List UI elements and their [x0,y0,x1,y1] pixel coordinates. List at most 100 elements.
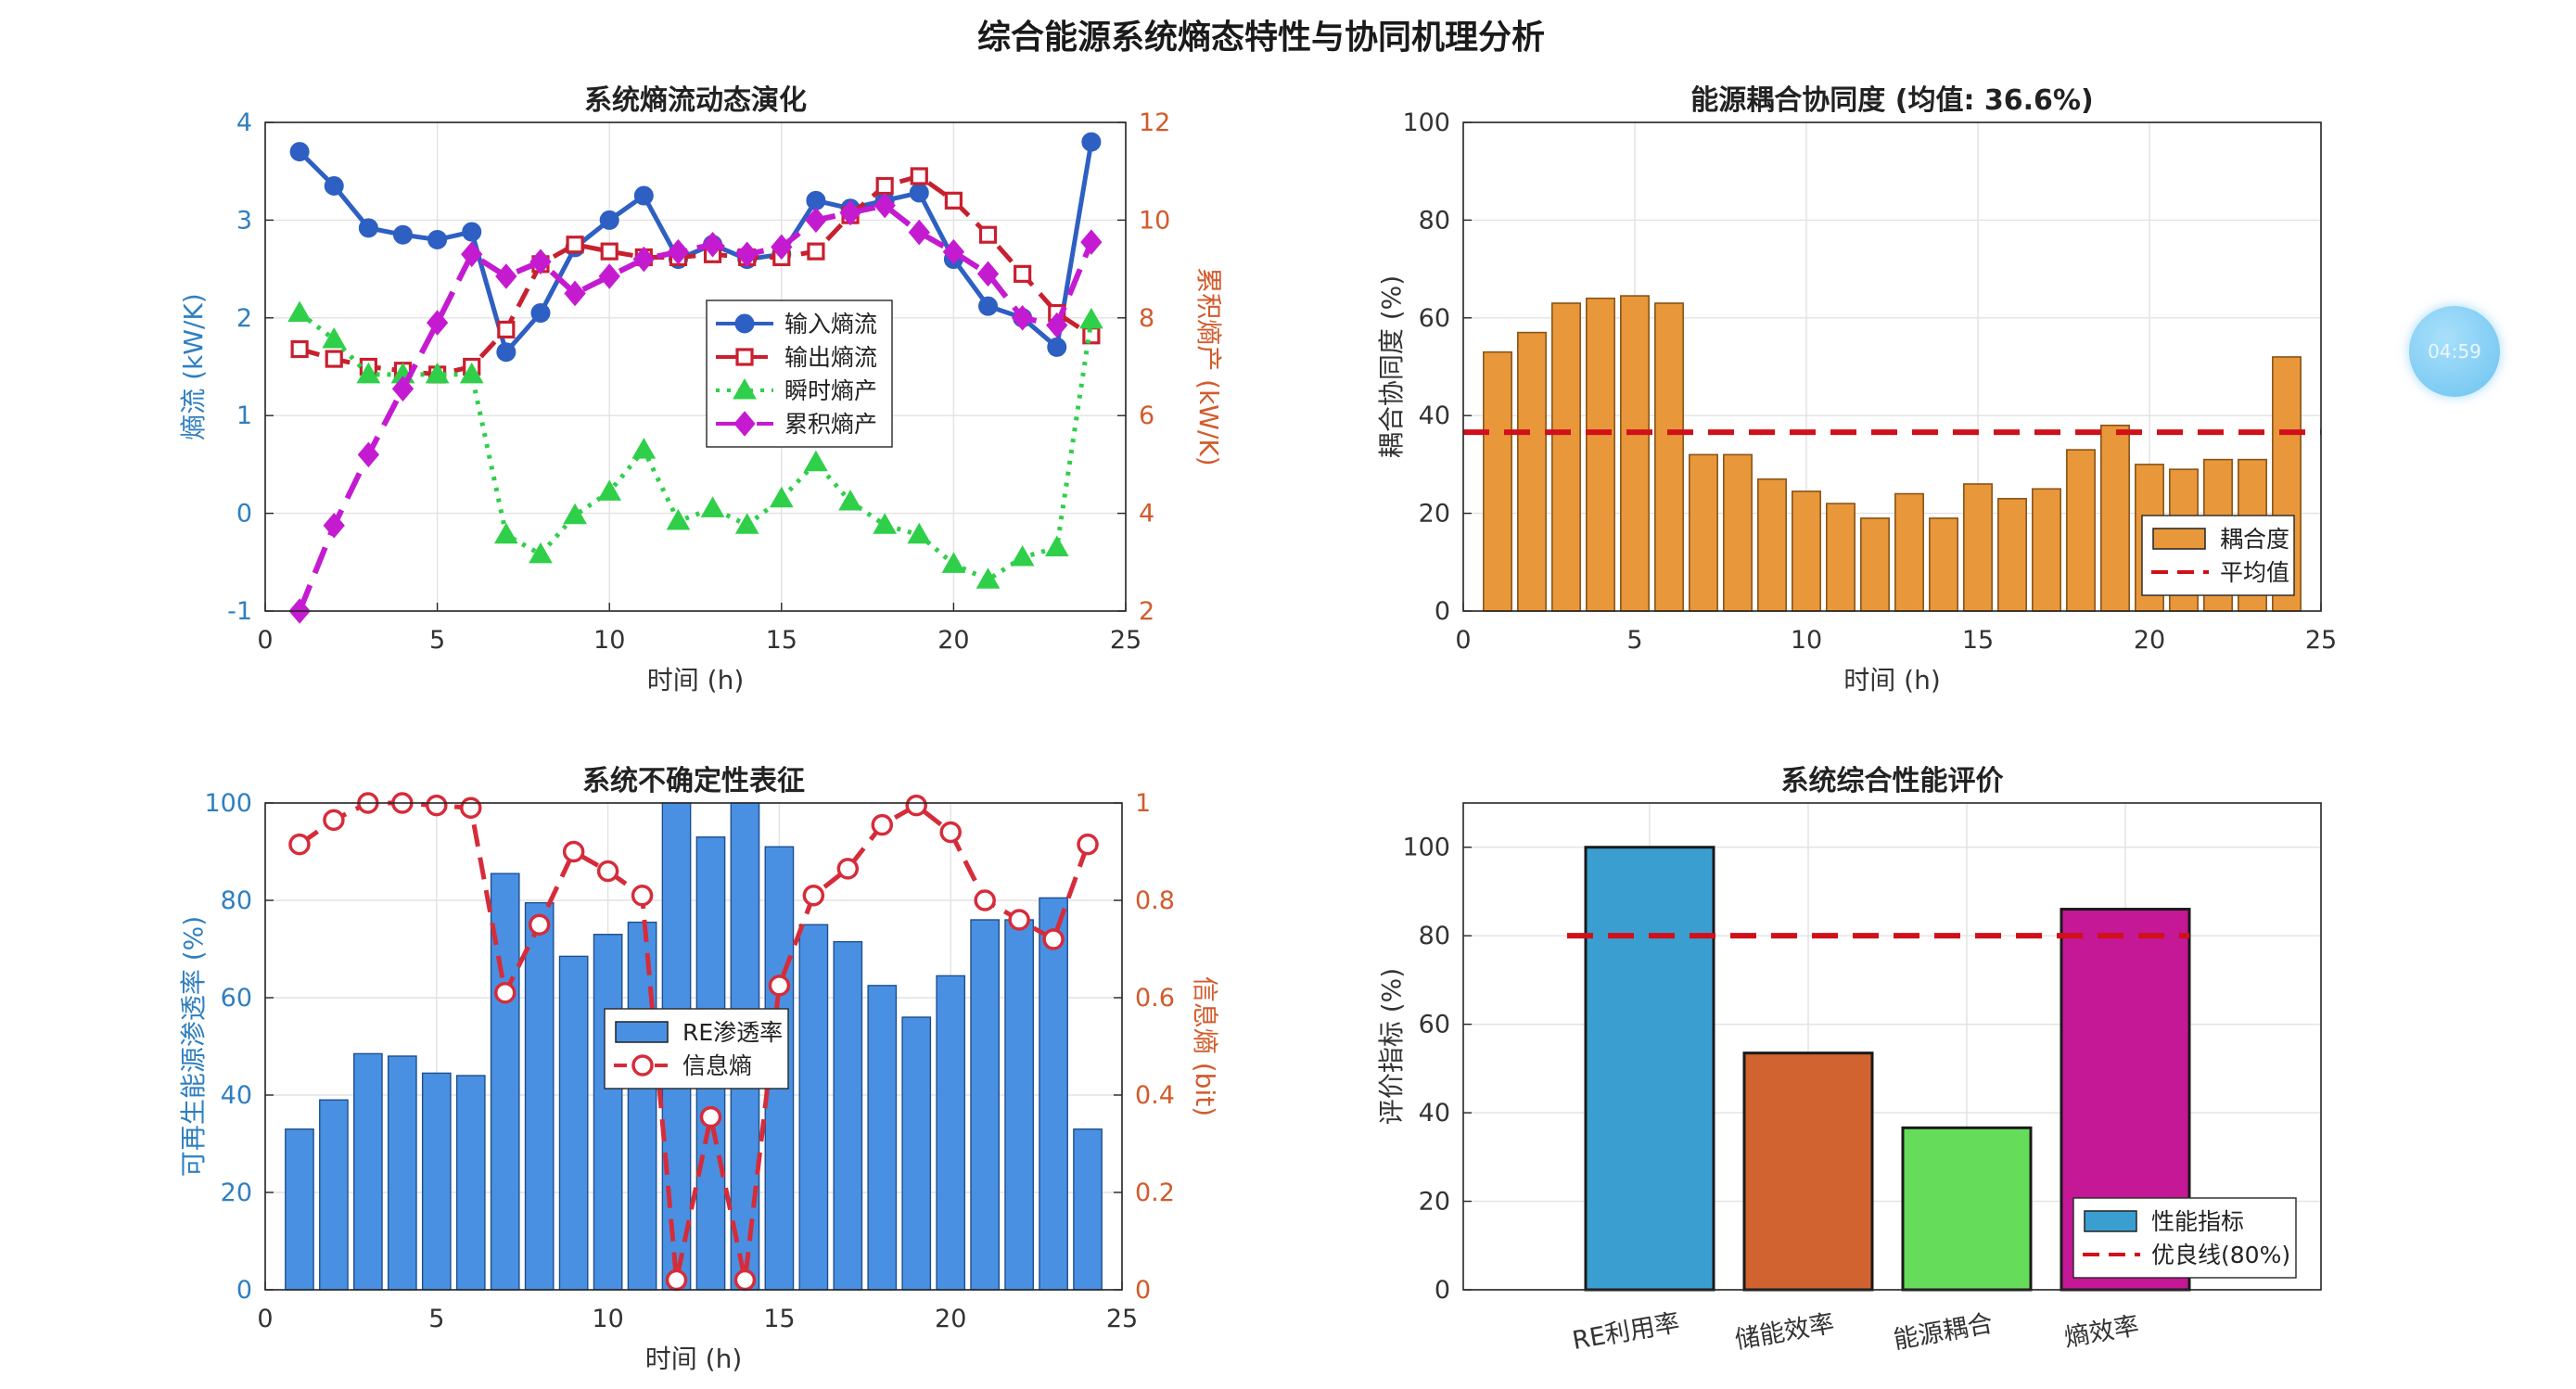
data-point [873,513,898,534]
data-point [631,438,657,459]
data-point [910,167,928,185]
data-point [460,796,482,819]
y-tick-label: 3 [236,206,252,235]
data-point [941,552,966,573]
data-point [322,326,347,349]
plot-border [1462,802,2322,1291]
legend-label: 累积熵产 [784,411,877,438]
y-tick-label: 20 [1419,500,1450,529]
legend-label: 优良线(80%) [2151,1242,2290,1268]
bar [387,1055,417,1291]
data-point [598,263,620,289]
x-tick-label: 25 [1110,626,1141,655]
plot-border [264,802,1123,1291]
legend-swatch [2152,528,2206,550]
bar [867,985,898,1291]
y-right-tick-label: 0.8 [1135,886,1175,915]
data-point [1014,264,1032,283]
data-point [426,310,449,336]
category-label: 熵效率 [2062,1311,2141,1353]
data-point [495,263,517,289]
data-point [1044,535,1069,556]
data-point [771,234,793,261]
y-tick-label: 40 [1419,401,1450,430]
legend-label: 性能指标 [2151,1208,2244,1235]
data-point [631,885,654,907]
data-point [566,236,584,254]
data-point [836,858,860,880]
data-point [909,183,929,203]
data-point [597,479,622,501]
data-point [839,199,861,226]
bar [421,1072,452,1291]
data-point [427,229,448,249]
data-point [699,1105,722,1128]
legend-marker [735,348,754,366]
bar [1723,453,1753,612]
bar [455,1075,486,1291]
bar [1654,302,1684,612]
data-point [600,242,618,261]
y-right-tick-label: 0.4 [1135,1081,1175,1110]
bar [1584,846,1715,1292]
bar [1004,919,1034,1291]
legend-label: 输入熵流 [784,311,877,338]
data-point [289,142,310,162]
figure-title: 综合能源系统熵态特性与协同机理分析 [977,19,1545,57]
bar [1826,503,1855,612]
data-point [874,192,896,219]
data-point [459,362,484,384]
x-tick-label: 15 [766,626,797,655]
bar [1039,897,1068,1291]
x-tick-label: 5 [1626,626,1642,655]
bar [1792,491,1821,612]
x-axis-label: 时间 (h) [1843,665,1941,695]
data-point [806,190,826,210]
timer-badge-text: 04:59 [2428,340,2481,363]
data-point [838,489,862,511]
category-label: 储能效率 [1733,1309,1837,1355]
data-point [976,261,1000,287]
data-point [564,280,586,307]
category-label: RE利用率 [1570,1308,1681,1356]
y-tick-label: 80 [1419,206,1450,235]
data-point [875,176,894,196]
x-tick-label: 20 [935,1305,966,1333]
chart-title: 系统不确定性表征 [582,765,805,797]
y-right-tick-label: 1 [1135,789,1151,818]
y-tick-label: 4 [236,108,252,137]
data-point [1079,307,1103,329]
chart-title: 能源耦合协同度 (均值: 36.6%) [1690,84,2093,117]
data-point [734,513,759,534]
y-right-tick-label: 0.2 [1135,1179,1175,1207]
data-point [700,496,725,517]
y-tick-label: 60 [1419,304,1450,333]
legend-label: 瞬时熵产 [784,377,877,404]
bar [593,934,623,1291]
x-tick-label: 5 [428,1305,444,1333]
bar [1073,1128,1103,1291]
y-tick-label: 100 [1402,108,1450,137]
chart-title: 系统熵流动态演化 [584,84,807,117]
x-tick-label: 15 [1962,626,1994,655]
data-point [356,362,381,384]
data-point [358,218,378,238]
data-point [944,191,963,210]
legend-label: 信息熵 [682,1052,752,1079]
data-point [1046,312,1068,338]
performance-eval-chart: RE利用率 储能效率 能源耦合 熵效率 0 20 40 60 80 100 评价指标 (%) 性能指标… [1376,765,2322,1356]
timer-badge[interactable]: 04:59 [2409,306,2500,397]
bar [1483,350,1512,612]
x-axis-label: 时间 (h) [647,665,745,695]
x-tick-label: 15 [763,1305,795,1333]
data-point [978,296,999,316]
plot-border [1462,121,2322,612]
bar [1894,492,1924,612]
coupling-synergy-chart: 0 5 10 15 20 25 时间 (h) 0 20 40 60 80 100 耦合协同度 (%) 耦合度… [1376,84,2337,695]
x-axis-label: 时间 (h) [645,1344,743,1374]
y-right-tick-label: 6 [1139,401,1154,430]
data-point [599,210,619,230]
data-point [632,246,655,273]
